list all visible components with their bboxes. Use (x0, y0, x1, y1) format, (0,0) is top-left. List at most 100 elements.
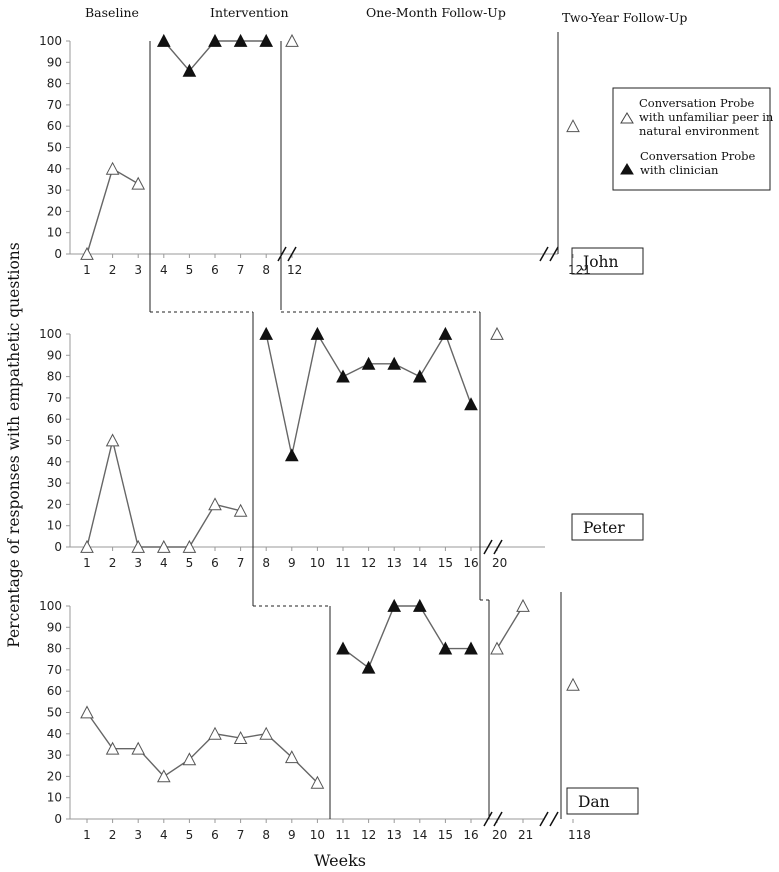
dan-follow-up-point (516, 598, 530, 612)
peter-x-tick-label: 2 (109, 556, 117, 570)
legend-box (612, 87, 771, 191)
peter-x-tick-label: 20 (492, 556, 507, 570)
john-follow-up-point (285, 33, 299, 47)
john-intervention-point (259, 33, 274, 47)
dan-y-tick-label: 70 (47, 663, 62, 677)
john-axis-break-mark (539, 246, 549, 262)
peter-follow-up-point (490, 326, 504, 340)
phase-label-baseline: Baseline (85, 5, 139, 20)
peter-x-tick-label: 6 (211, 556, 219, 570)
dan-x-tick-label: 10 (310, 828, 325, 842)
dan-axis-break-mark (549, 811, 559, 827)
dan-baseline-point (208, 726, 222, 740)
peter-x-tick-label: 16 (463, 556, 478, 570)
legend-filled-label-line1: Conversation Probe (640, 149, 755, 163)
dan-y-tick-label: 40 (47, 727, 62, 741)
dan-x-tick-label: 15 (438, 828, 453, 842)
peter-y-tick-label: 30 (47, 476, 62, 490)
peter-y-tick-label: 80 (47, 370, 62, 384)
dan-name-label: Dan (578, 793, 610, 811)
dan-intervention-point (438, 641, 453, 655)
john-y-tick-label: 20 (47, 204, 62, 218)
dan-baseline-point (233, 730, 248, 744)
peter-intervention-point (438, 326, 453, 340)
john-y-tick-label: 0 (54, 247, 62, 261)
peter-x-tick-label: 15 (438, 556, 453, 570)
peter-baseline-point (156, 539, 171, 553)
john-y-tick-label: 30 (47, 183, 62, 197)
dan-x-tick-label: 11 (335, 828, 350, 842)
dan-x-tick-label: 1 (83, 828, 91, 842)
dan-y-tick-label: 100 (39, 599, 62, 613)
dan-x-tick-label: 8 (262, 828, 270, 842)
john-x-tick-label: 4 (160, 263, 168, 277)
peter-y-tick-label: 0 (54, 540, 62, 554)
dan-x-tick-label: 16 (463, 828, 478, 842)
dan-x-tick-label: 5 (186, 828, 194, 842)
dan-intervention-point (361, 660, 376, 674)
dan-follow-up-point (566, 677, 580, 691)
peter-baseline-point (80, 539, 94, 553)
peter-y-tick-label: 20 (47, 497, 62, 511)
john-y-tick-label: 80 (47, 77, 62, 91)
peter-x-tick-label: 11 (335, 556, 350, 570)
dan-baseline-line (86, 712, 318, 784)
dan-x-tick-label: 118 (568, 828, 591, 842)
john-intervention-point (156, 33, 171, 47)
dan-intervention-line (342, 605, 471, 669)
john-x-tick-label: 8 (262, 263, 270, 277)
john-axis-break-mark (287, 246, 297, 262)
john-baseline-line (86, 167, 139, 255)
dan-baseline-point (259, 726, 274, 740)
peter-x-tick-label: 14 (412, 556, 427, 570)
dan-axis-break-mark (539, 811, 549, 827)
dan-x-tick-label: 7 (237, 828, 245, 842)
john-x-tick-label: 12 (287, 263, 302, 277)
peter-x-tick-label: 12 (361, 556, 376, 570)
dan-y-tick-label: 20 (47, 769, 62, 783)
john-y-tick-label: 90 (47, 55, 62, 69)
john-axis-break-mark (549, 246, 559, 262)
peter-y-tick-label: 90 (47, 348, 62, 362)
legend-filled-triangle-icon (620, 163, 634, 175)
peter-axis-break-mark (493, 539, 503, 555)
john-x-tick-label: 121 (568, 263, 591, 277)
peter-intervention-point (361, 356, 376, 370)
john-baseline-point (131, 176, 146, 190)
dan-intervention-point (412, 598, 427, 612)
dan-y-tick-label: 0 (54, 812, 62, 826)
x-axis-label: Weeks (314, 851, 366, 870)
john-x-tick-label: 7 (237, 263, 245, 277)
dan-axis-break-mark (493, 811, 503, 827)
dan-follow-up-point (490, 641, 504, 655)
dan-baseline-point (156, 769, 171, 783)
dan-x-tick-label: 4 (160, 828, 168, 842)
peter-intervention-point (412, 369, 427, 383)
peter-name-box (571, 513, 644, 541)
peter-baseline-point (233, 503, 248, 517)
john-y-tick-label: 10 (47, 226, 62, 240)
dan-intervention-point (387, 598, 402, 612)
peter-x-tick-label: 4 (160, 556, 168, 570)
dan-x-tick-label: 9 (288, 828, 296, 842)
john-y-tick-label: 100 (39, 34, 62, 48)
peter-name-label: Peter (583, 519, 625, 537)
john-axis-break-mark (277, 246, 287, 262)
peter-baseline-point (182, 539, 197, 553)
peter-x-tick-label: 5 (186, 556, 194, 570)
peter-baseline-point (131, 539, 146, 553)
john-x-tick-label: 5 (186, 263, 194, 277)
john-y-tick-label: 70 (47, 98, 62, 112)
peter-y-tick-label: 70 (47, 391, 62, 405)
dan-x-tick-label: 3 (134, 828, 142, 842)
dan-x-tick-label: 20 (492, 828, 507, 842)
peter-y-tick-label: 60 (47, 412, 62, 426)
peter-intervention-line (265, 332, 472, 456)
john-x-tick-label: 1 (83, 263, 91, 277)
peter-x-tick-label: 13 (387, 556, 402, 570)
dan-y-tick-label: 50 (47, 706, 62, 720)
peter-baseline-point (105, 433, 120, 447)
peter-intervention-point (464, 397, 478, 411)
dan-x-tick-label: 14 (412, 828, 427, 842)
